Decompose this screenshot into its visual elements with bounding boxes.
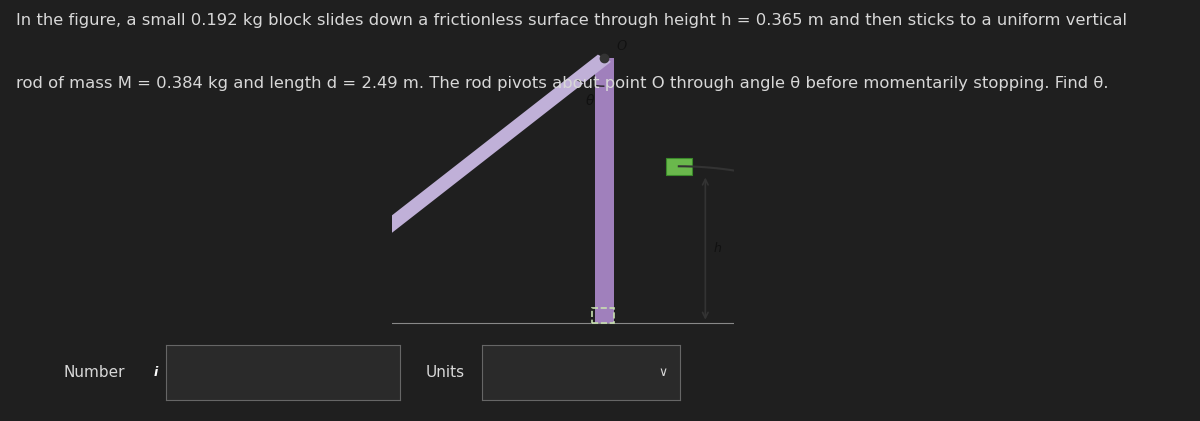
Text: i: i bbox=[154, 366, 158, 379]
Bar bbox=[592, 308, 614, 322]
Bar bbox=[595, 58, 614, 322]
Text: O: O bbox=[617, 40, 626, 53]
Text: In the figure, a small 0.192 kg block slides down a frictionless surface through: In the figure, a small 0.192 kg block sl… bbox=[16, 13, 1127, 28]
Polygon shape bbox=[317, 55, 611, 282]
Text: rod of mass M = 0.384 kg and length d = 2.49 m. The rod pivots about point O thr: rod of mass M = 0.384 kg and length d = … bbox=[16, 76, 1108, 91]
Text: $\theta$: $\theta$ bbox=[586, 93, 595, 108]
Text: ∨: ∨ bbox=[658, 366, 667, 379]
Text: Units: Units bbox=[426, 365, 466, 380]
Text: Number: Number bbox=[64, 365, 125, 380]
Bar bbox=[666, 158, 691, 175]
Text: h: h bbox=[714, 242, 721, 255]
Bar bbox=[319, 262, 347, 280]
